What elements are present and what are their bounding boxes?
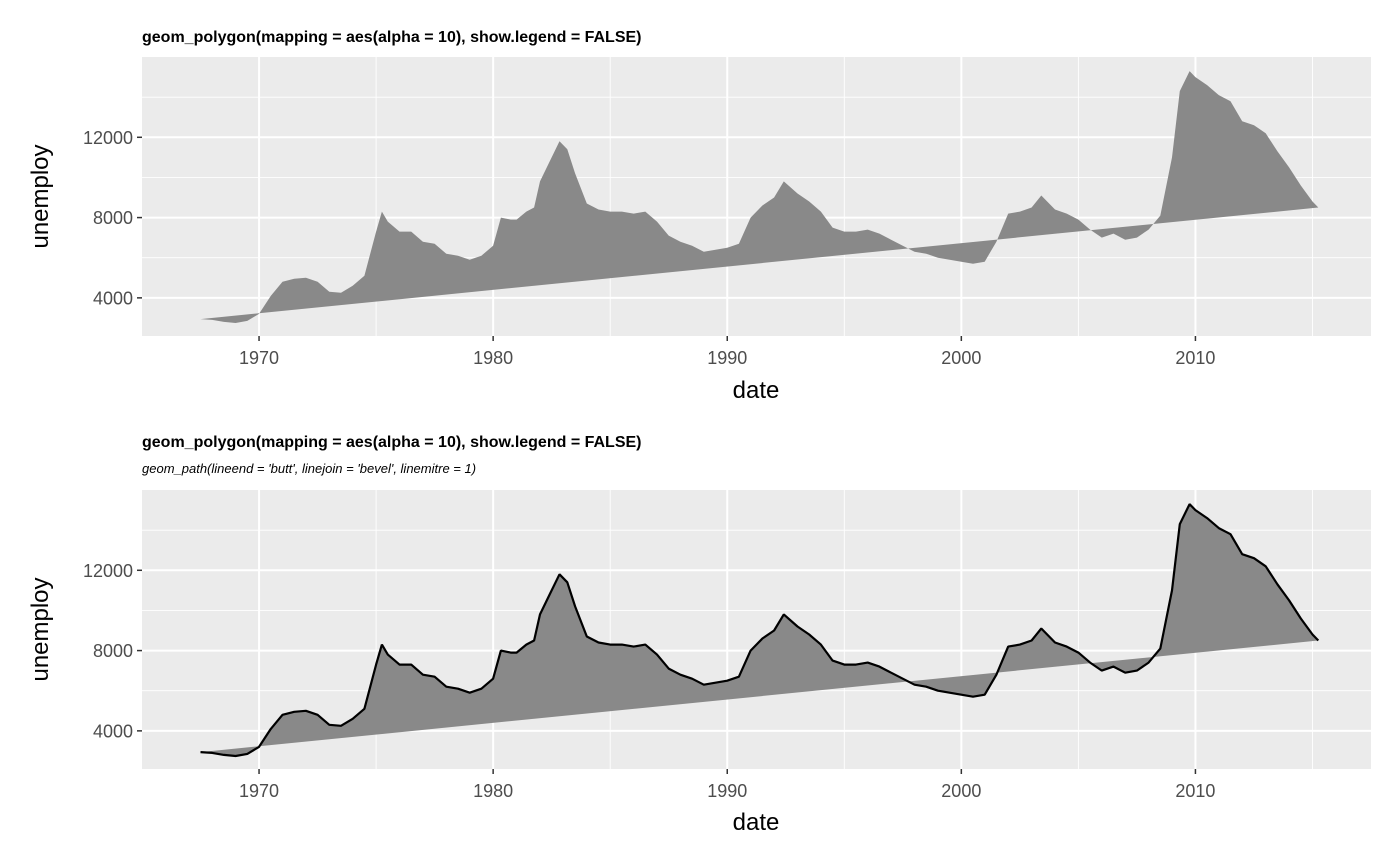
x-tick-label: 2000	[941, 781, 981, 801]
y-tick-label: 4000	[93, 288, 133, 308]
x-tick-label: 1970	[239, 348, 279, 368]
x-tick-label: 1970	[239, 781, 279, 801]
area-polygon	[200, 71, 1319, 323]
data-layer	[200, 503, 1320, 758]
y-axis-title: unemploy	[27, 577, 54, 681]
minor-gridlines	[142, 490, 1371, 769]
chart-subtitle: geom_path(lineend = 'butt', linejoin = '…	[142, 461, 476, 476]
y-axis-title: unemploy	[27, 144, 54, 248]
x-axis-ticks: 1970 1980 1990 2000 2010	[239, 336, 1215, 368]
x-tick-label: 1990	[707, 781, 747, 801]
x-axis-ticks: 1970 1980 1990 2000 2010	[239, 769, 1215, 801]
y-axis-ticks: 4000 8000 12000	[83, 128, 142, 308]
chart-panel-1: geom_polygon(mapping = aes(alpha = 10), …	[27, 29, 1371, 404]
area-polygon	[200, 504, 1319, 756]
x-tick-label: 2010	[1175, 348, 1215, 368]
y-tick-label: 8000	[93, 641, 133, 661]
x-tick-label: 1980	[473, 781, 513, 801]
y-axis-ticks: 4000 8000 12000	[83, 561, 142, 741]
x-tick-label: 1980	[473, 348, 513, 368]
chart-panel-2: geom_polygon(mapping = aes(alpha = 10), …	[27, 434, 1371, 836]
x-tick-label: 1990	[707, 348, 747, 368]
series-line	[200, 503, 1320, 758]
chart-title: geom_polygon(mapping = aes(alpha = 10), …	[142, 434, 642, 451]
y-tick-label: 12000	[83, 128, 133, 148]
x-axis-title: date	[733, 809, 780, 836]
x-axis-title: date	[733, 377, 780, 404]
chart-title: geom_polygon(mapping = aes(alpha = 10), …	[142, 29, 642, 46]
data-layer	[200, 71, 1319, 323]
x-tick-label: 2000	[941, 348, 981, 368]
y-tick-label: 12000	[83, 561, 133, 581]
y-tick-label: 8000	[93, 208, 133, 228]
x-tick-label: 2010	[1175, 781, 1215, 801]
y-tick-label: 4000	[93, 721, 133, 741]
